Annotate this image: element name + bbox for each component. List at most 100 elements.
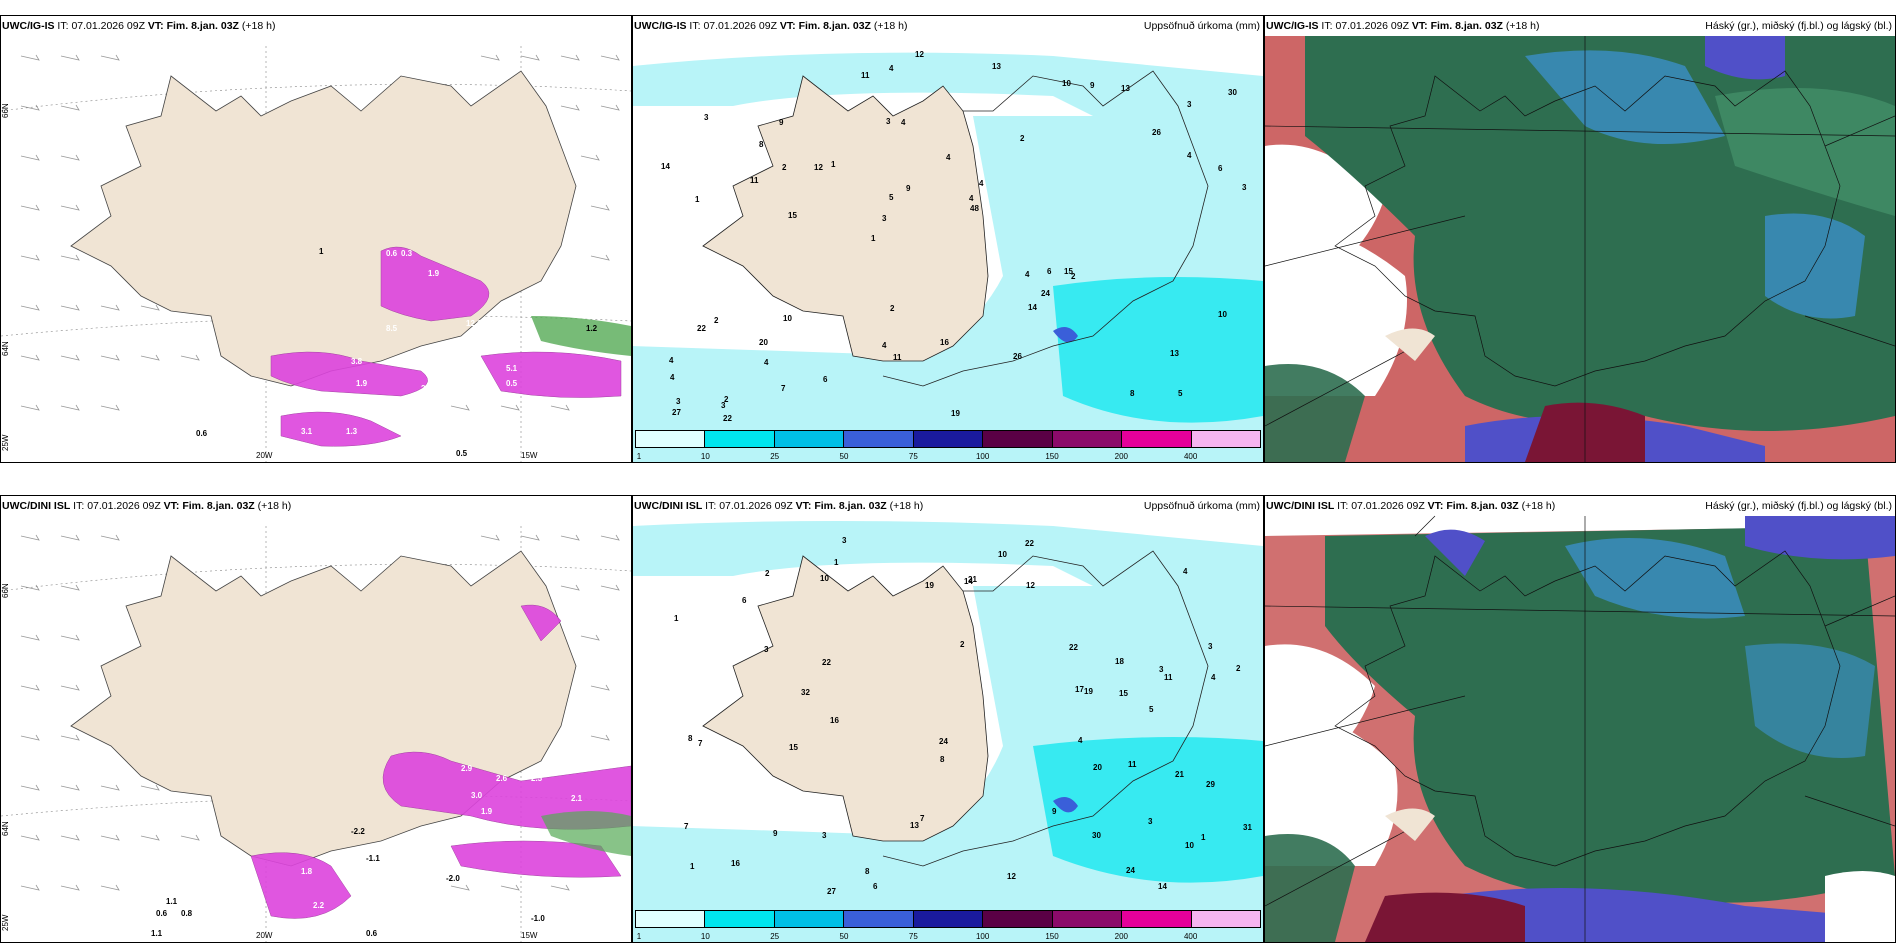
precip-value-label: 2 <box>1236 664 1241 673</box>
precip-value-label: 8 <box>1130 389 1135 398</box>
wind-snow-map: 2.92.6 2.5 3.0 2.11.9 1.82.2 -2.2-1.1-2.0 … <box>1 526 631 942</box>
colorbar-tick-label: 25 <box>770 932 780 941</box>
svg-text:12.1: 12.1 <box>466 319 482 328</box>
precip-value-label: 3 <box>1148 817 1153 826</box>
colorbar-segment <box>1122 431 1192 447</box>
colorbar-segment <box>705 911 775 927</box>
precip-colorbar <box>635 430 1261 448</box>
lon-label: 25W <box>1 434 10 451</box>
precip-value-label: 3 <box>764 645 769 654</box>
precip-value-label: 22 <box>1025 539 1034 548</box>
precip-value-label: 17 <box>1075 685 1084 694</box>
precip-value-label: 9 <box>1090 81 1095 90</box>
precip-value-label: 3 <box>676 397 681 406</box>
precip-value-label: 21 <box>1175 770 1184 779</box>
colorbar-segment <box>913 431 984 447</box>
svg-text:2.5: 2.5 <box>531 774 543 783</box>
precip-value-label: 1 <box>674 614 679 623</box>
lat-label: 64N <box>1 341 10 356</box>
precip-value-label: 48 <box>970 204 979 213</box>
precip-value-label: 6 <box>823 375 828 384</box>
colorbar-segment <box>1052 431 1123 447</box>
precip-value-label: 3 <box>1159 665 1164 674</box>
precip-colorbar <box>635 910 1261 928</box>
precip-value-label: 15 <box>1119 689 1128 698</box>
panel-title: UWC/IG-IS IT: 07.01.2026 09Z VT: Fim. 8.… <box>634 20 908 32</box>
precip-value-label: 13 <box>910 821 919 830</box>
iceland-land <box>70 70 577 387</box>
precip-value-label: 5 <box>889 193 894 202</box>
precip-value-label: 15 <box>788 211 797 220</box>
precip-value-label: 3 <box>1208 642 1213 651</box>
precip-value-label: 10 <box>1062 79 1071 88</box>
colorbar-segment <box>983 431 1053 447</box>
precip-value-label: 24 <box>939 737 948 746</box>
colorbar-tick-label: 75 <box>908 452 918 461</box>
lat-label: 64N <box>1 821 10 836</box>
svg-text:3.1: 3.1 <box>301 427 313 436</box>
precip-value-label: 12 <box>1026 581 1035 590</box>
precip-value-label: 2 <box>960 640 965 649</box>
precip-value-label: 10 <box>820 574 829 583</box>
svg-text:-2.2: -2.2 <box>351 827 365 836</box>
wind-snow-map: 1.98.512.1 1.93.85.1 0.6 0.32.8 0.53.1 1.3… <box>1 46 631 462</box>
colorbar-tick-label: 10 <box>700 452 710 461</box>
svg-text:-1.1: -1.1 <box>366 854 380 863</box>
svg-text:1.9: 1.9 <box>481 807 493 816</box>
precip-value-label: 3 <box>1242 183 1247 192</box>
lon-label: 15W <box>521 931 538 940</box>
precip-value-label: 4 <box>882 341 887 350</box>
colorbar-tick-label: 1 <box>636 452 642 461</box>
svg-text:8.5: 8.5 <box>386 324 398 333</box>
precip-value-label: 2 <box>782 163 787 172</box>
lat-label: 66N <box>1 583 10 598</box>
colorbar-segment <box>1191 431 1260 447</box>
panel-top-middle: 5 1 3 1 2 2 3 4 2 1 4 4 4 4 2 3 4 3 4 4 3 4 5 9 10 10 8 13 15 19 12 11 1… <box>632 15 1264 463</box>
precip-value-label: 16 <box>830 716 839 725</box>
panel-right-title: Uppsöfnuð úrkoma (mm) <box>1143 20 1260 32</box>
svg-text:0.6: 0.6 <box>366 929 378 938</box>
precip-value-label: 10 <box>783 314 792 323</box>
precip-value-label: 2 <box>714 316 719 325</box>
iceland-land <box>702 75 989 362</box>
precip-value-label: 14 <box>1158 882 1167 891</box>
precip-value-label: 12 <box>915 50 924 59</box>
precip-value-label: 1 <box>831 160 836 169</box>
svg-text:1.9: 1.9 <box>428 269 440 278</box>
precip-value-label: 9 <box>1052 807 1057 816</box>
precip-value-label: 18 <box>1115 657 1124 666</box>
precip-value-label: 12 <box>814 163 823 172</box>
panel-bottom-right: UWC/DINI ISL IT: 07.01.2026 09Z VT: Fim.… <box>1264 495 1896 943</box>
colorbar-tick-label: 400 <box>1183 932 1198 941</box>
precip-value-label: 4 <box>1078 736 1083 745</box>
precip-value-label: 11 <box>861 71 870 80</box>
svg-text:-1.0: -1.0 <box>531 914 545 923</box>
precip-value-label: 3 <box>1187 100 1192 109</box>
colorbar-segment <box>705 431 775 447</box>
colorbar-tick-label: 100 <box>975 932 990 941</box>
precip-value-label: 2 <box>765 569 770 578</box>
precip-value-labels: 5131223421444423434434591010813151912111… <box>661 50 1247 423</box>
precip-value-label: 10 <box>1218 310 1227 319</box>
precip-value-label: 22 <box>822 658 831 667</box>
precip-map: 5131223421444423434434591010813151912111… <box>633 50 1263 462</box>
panel-right-title: Háský (gr.), miðský (fj.bl.) og lágský (… <box>1705 20 1892 32</box>
svg-text:2.6: 2.6 <box>496 774 508 783</box>
svg-text:0.5: 0.5 <box>506 379 518 388</box>
precip-value-label: 3 <box>704 113 709 122</box>
precip-value-label: 29 <box>1206 780 1215 789</box>
precip-value-label: 14 <box>661 162 670 171</box>
precip-value-label: 8 <box>688 734 693 743</box>
precip-value-label: 4 <box>1025 270 1030 279</box>
precip-value-label: 22 <box>723 414 732 423</box>
panel-title: UWC/IG-IS IT: 07.01.2026 09Z VT: Fim. 8.… <box>1266 20 1540 32</box>
wind-barbs <box>20 54 620 411</box>
precip-value-label: 9 <box>773 829 778 838</box>
svg-text:0.5: 0.5 <box>456 449 468 458</box>
svg-text:1.8: 1.8 <box>301 867 313 876</box>
colorbar-segment <box>636 431 706 447</box>
precip-value-label: 27 <box>672 408 681 417</box>
precip-value-label: 14 <box>964 577 973 586</box>
precip-value-label: 30 <box>1092 831 1101 840</box>
precip-value-label: 13 <box>992 62 1001 71</box>
